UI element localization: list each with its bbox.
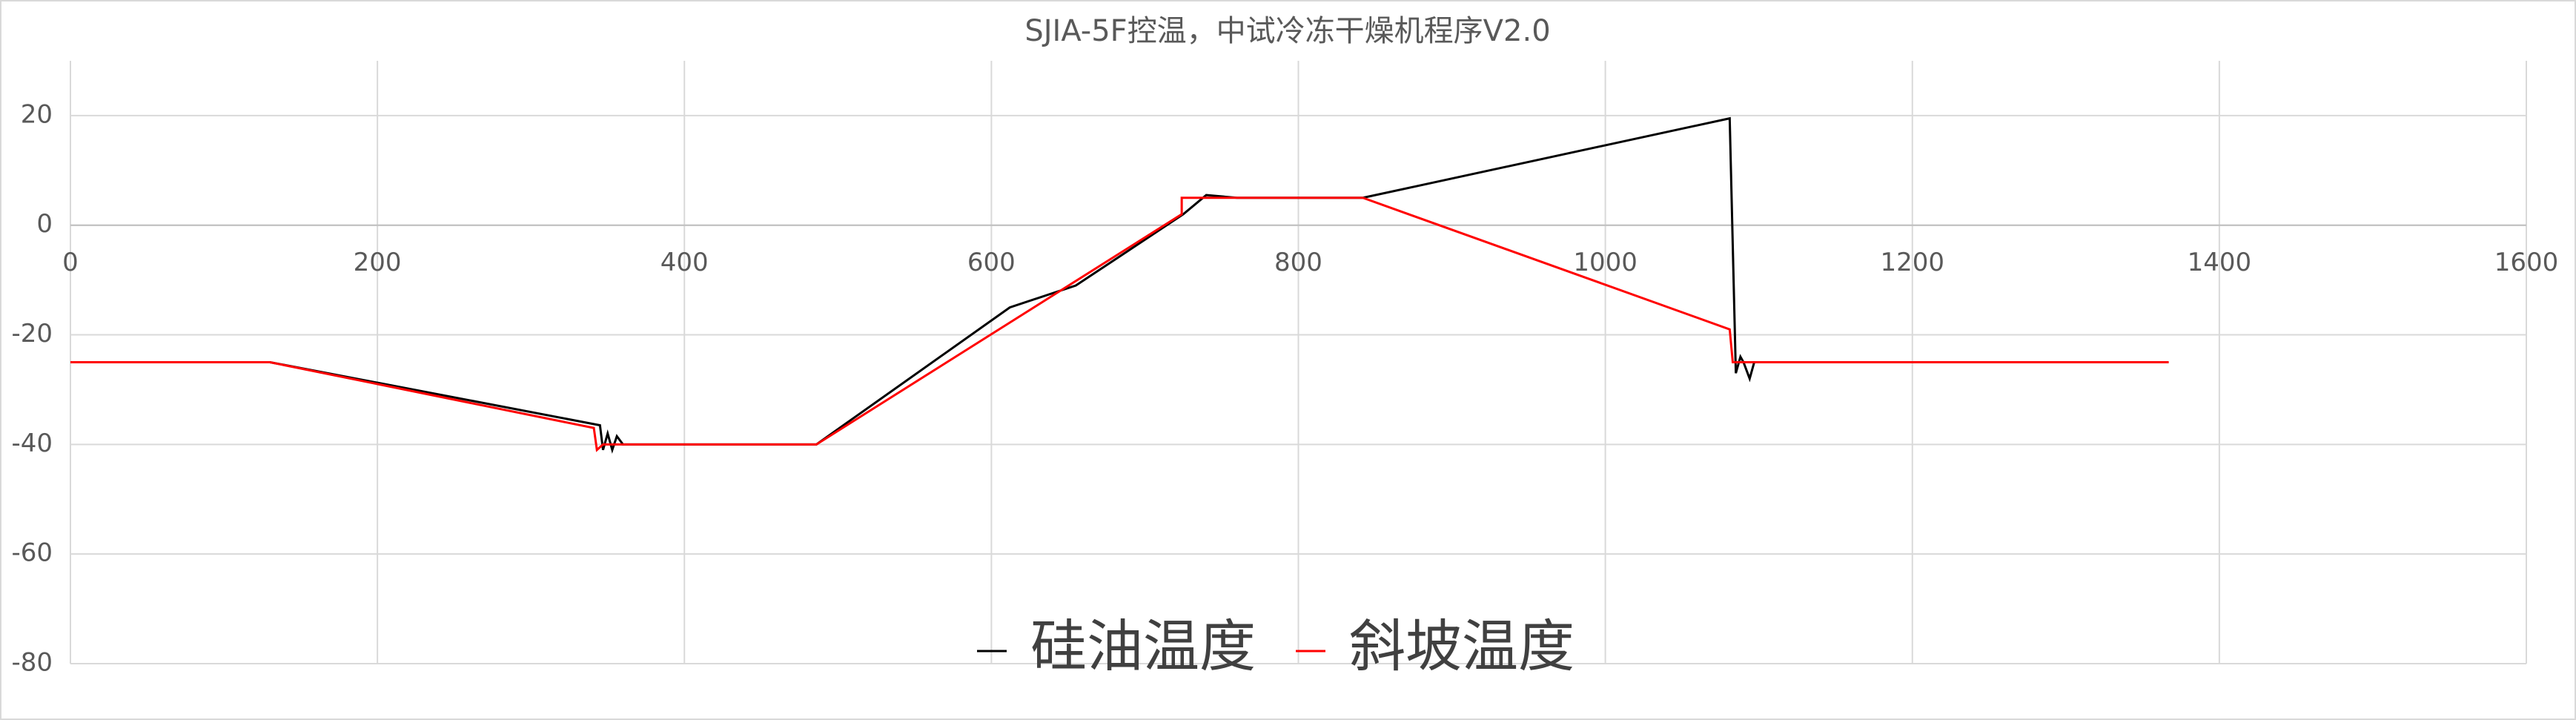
x-tick-label: 600 bbox=[967, 248, 1016, 277]
y-tick-label: -40 bbox=[11, 429, 53, 458]
series-line bbox=[70, 116, 2169, 454]
legend-label: 斜坡温度 bbox=[1349, 613, 1575, 679]
series-line bbox=[70, 196, 2169, 452]
x-tick-label: 1400 bbox=[2188, 248, 2252, 277]
x-tick-label: 1000 bbox=[1573, 248, 1638, 277]
y-tick-label: 20 bbox=[21, 99, 53, 129]
y-tick-label: -60 bbox=[11, 538, 53, 568]
x-tick-label: 0 bbox=[62, 248, 79, 277]
x-tick-label: 1600 bbox=[2494, 248, 2559, 277]
x-tick-label: 1200 bbox=[1880, 248, 1944, 277]
chart-title: SJIA-5F控温，中试冷冻干燥机程序V2.0 bbox=[1024, 14, 1550, 48]
x-tick-label: 800 bbox=[1274, 248, 1322, 277]
y-tick-label: -80 bbox=[11, 648, 53, 678]
y-tick-label: -20 bbox=[11, 319, 53, 349]
x-tick-label: 200 bbox=[354, 248, 402, 277]
x-tick-label: 400 bbox=[660, 248, 709, 277]
legend-label: 硅油温度 bbox=[1030, 613, 1256, 679]
y-tick-label: 0 bbox=[36, 209, 53, 239]
